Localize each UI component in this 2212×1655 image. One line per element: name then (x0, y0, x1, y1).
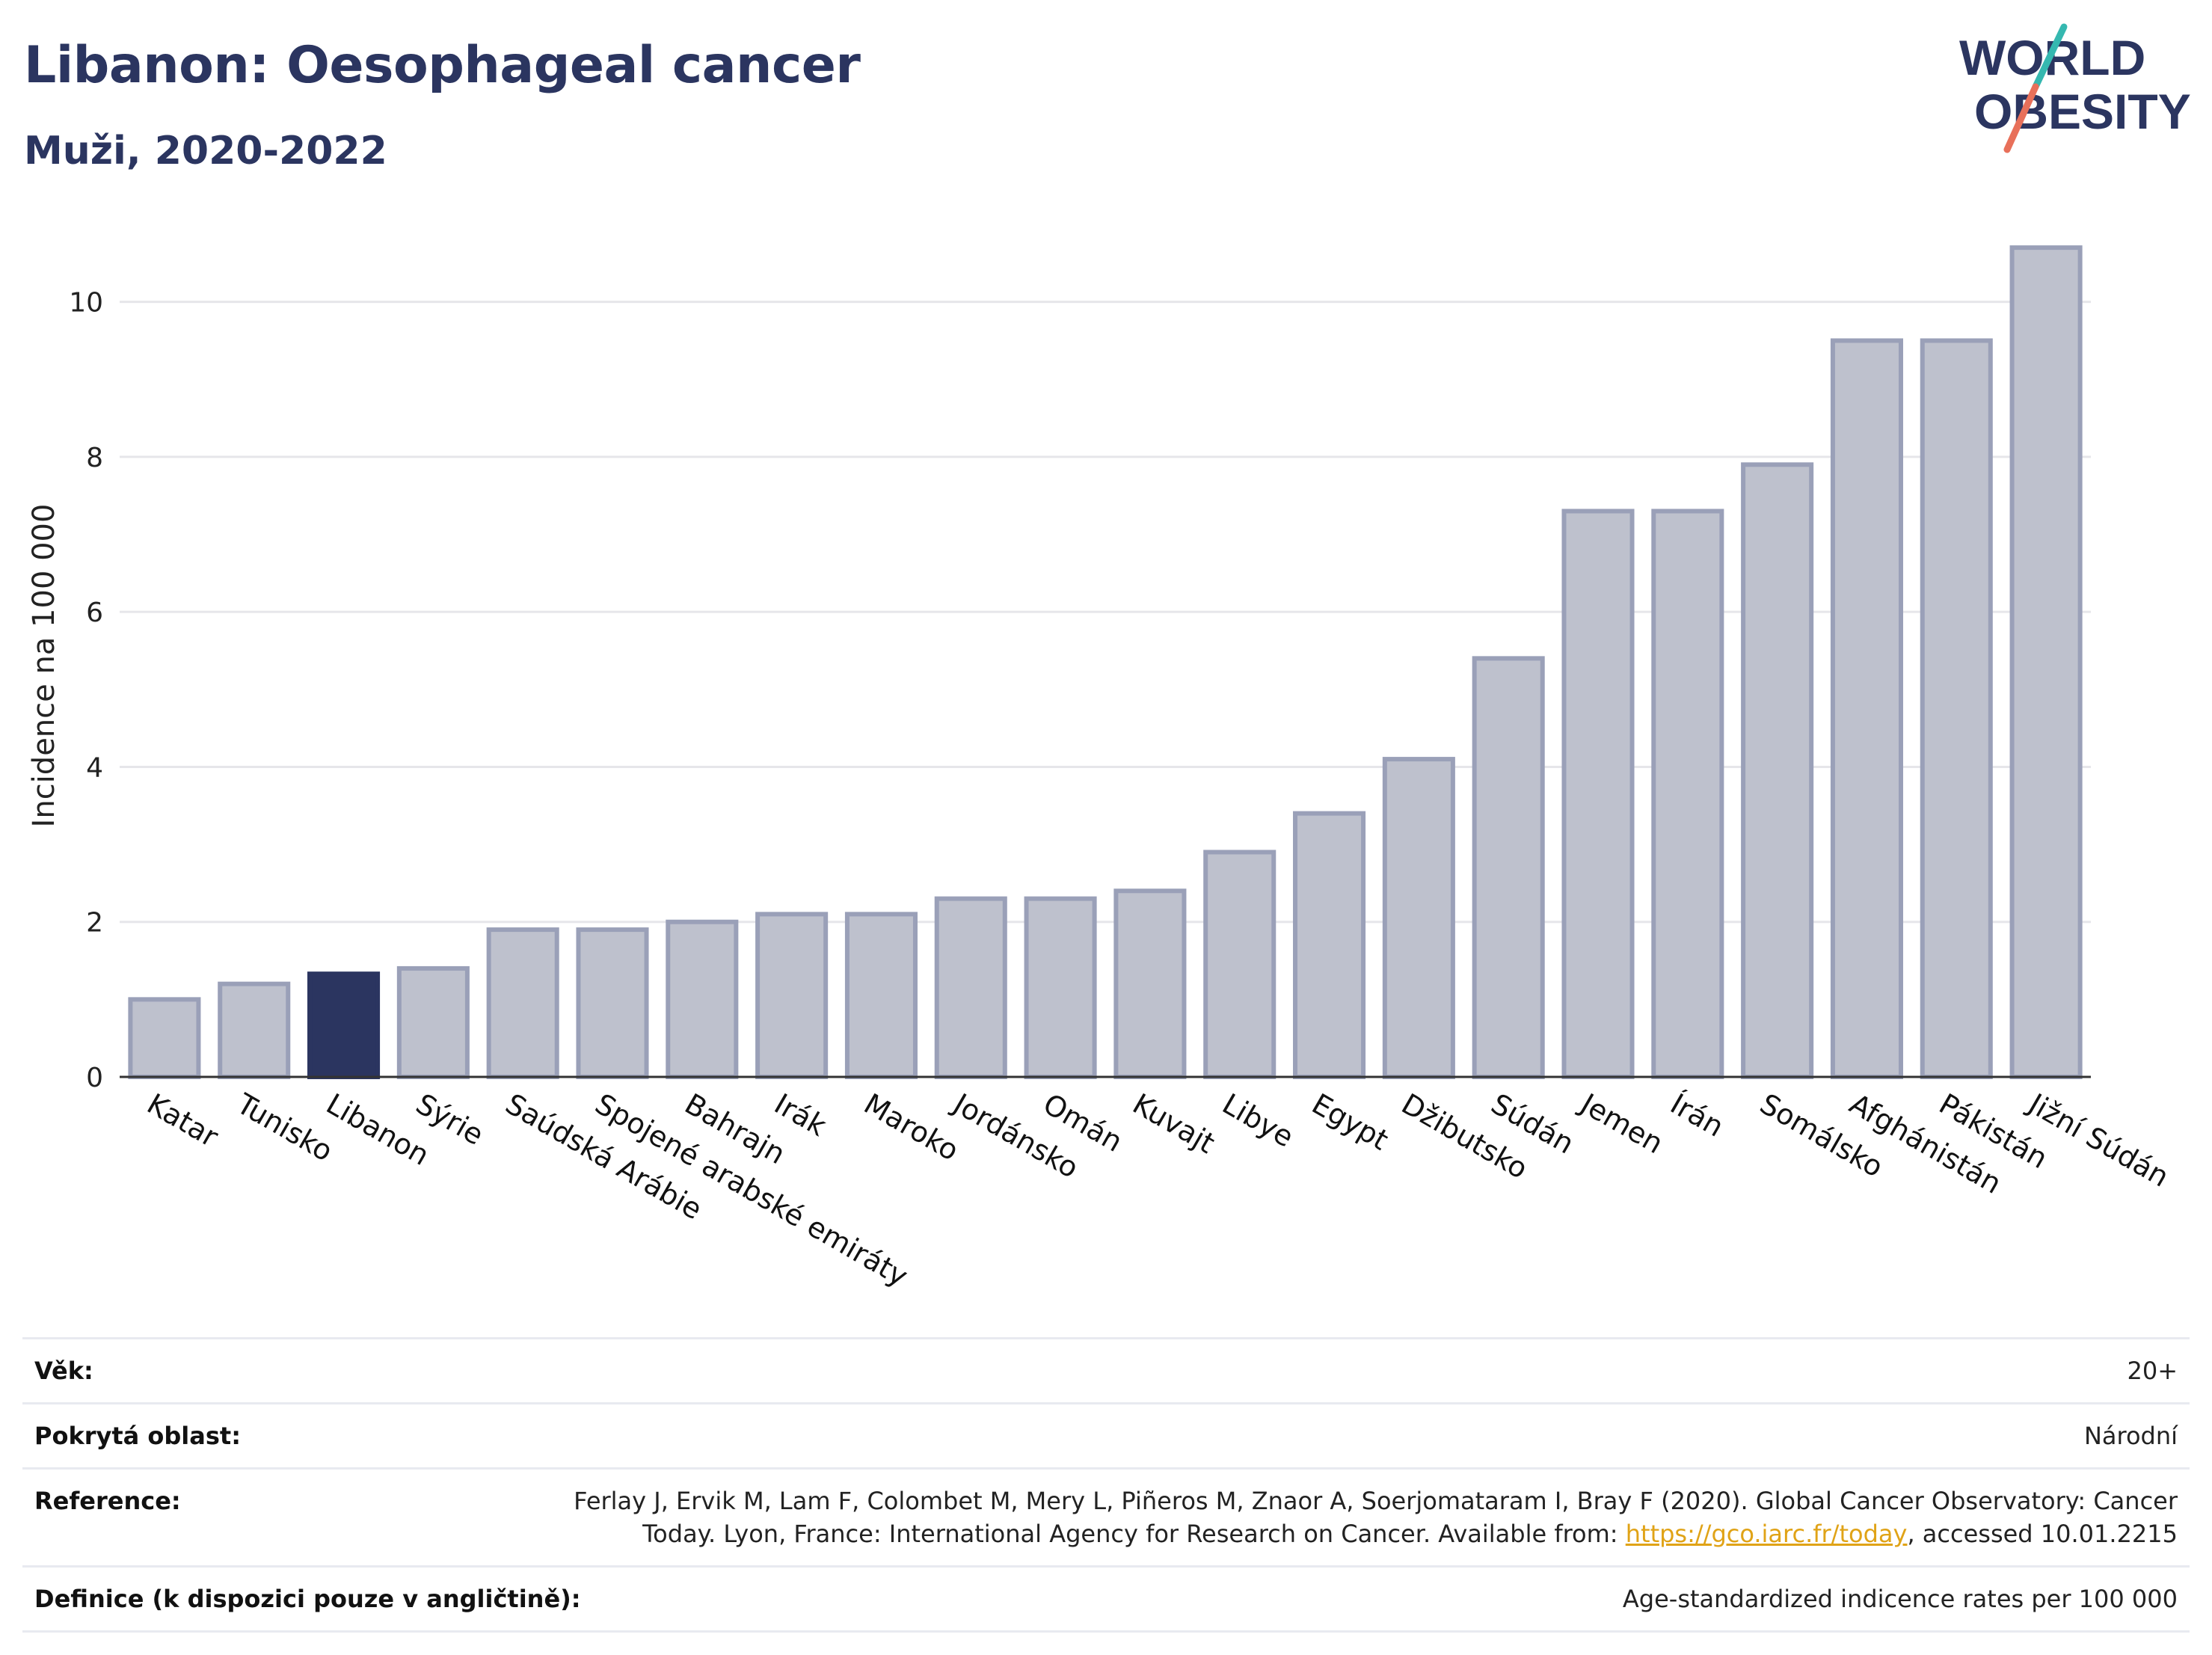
y-tick-label: 2 (86, 908, 103, 939)
bar (1651, 509, 1724, 1079)
definition-value: Age-standardized indicence rates per 100… (1622, 1585, 2178, 1613)
bar (2009, 245, 2083, 1079)
y-tick-label: 8 (86, 443, 103, 473)
bar (486, 927, 559, 1080)
info-table: Věk: 20+ Pokrytá oblast: Národní Referen… (22, 1337, 2190, 1633)
reference-text-2: Today. Lyon, France: International Agenc… (642, 1520, 1618, 1548)
bar (1830, 338, 1903, 1080)
x-tick-label: Írán (1665, 1087, 1729, 1143)
bar (1472, 656, 1545, 1079)
chart-title: Libanon: Oesophageal cancer (24, 36, 861, 95)
age-label: Věk: (34, 1357, 93, 1385)
x-tick-label: Katar (141, 1087, 224, 1154)
bar (934, 896, 1007, 1079)
age-value: 20+ (2127, 1357, 2178, 1385)
x-tick-label: Jemen (1574, 1087, 1669, 1161)
chart-subtitle: Muži, 2020-2022 (24, 129, 387, 174)
definition-label: Definice (k dispozici pouze v angličtině… (34, 1585, 581, 1613)
x-tick-label: Libanon (321, 1087, 434, 1172)
y-tick-label: 0 (86, 1063, 103, 1093)
bar (844, 912, 918, 1080)
x-tick-label: Jižní Súdán (2022, 1087, 2175, 1194)
area-label: Pokrytá oblast: (34, 1422, 241, 1450)
bar (1382, 757, 1455, 1079)
info-row-reference: Reference: Ferlay J, Ervik M, Lam F, Col… (22, 1467, 2190, 1565)
y-axis-label: Incidence na 100 000 (27, 504, 61, 828)
bar (666, 919, 739, 1080)
reference-link[interactable]: https://gco.iarc.fr/today (1625, 1520, 1908, 1548)
bar (755, 912, 829, 1080)
bar (576, 927, 649, 1080)
bar (307, 971, 381, 1080)
logo-slash-teal (2032, 23, 2068, 90)
x-tick-label: Egypt (1306, 1087, 1394, 1157)
logo-line-2: OBESITY (1974, 84, 2191, 139)
reference-value: Ferlay J, Ervik M, Lam F, Colombet M, Me… (574, 1484, 2178, 1550)
reference-label: Reference: (34, 1487, 181, 1515)
bar (128, 997, 201, 1080)
info-row-definition: Definice (k dispozici pouze v angličtině… (22, 1565, 2190, 1633)
reference-text-1: Ferlay J, Ervik M, Lam F, Colombet M, Me… (574, 1487, 2178, 1515)
reference-text-3: , accessed 10.01.2215 (1907, 1520, 2178, 1548)
x-tick-label: Maroko (858, 1087, 965, 1167)
bar (1113, 888, 1187, 1079)
bar (1203, 850, 1276, 1080)
info-row-area: Pokrytá oblast: Národní (22, 1402, 2190, 1467)
bar (1561, 509, 1635, 1079)
bar (1741, 462, 1814, 1079)
world-obesity-logo: WORLD OBESITY (1959, 23, 2191, 153)
x-tick-label: Kuvajt (1127, 1087, 1220, 1160)
x-tick-label: Libye (1217, 1087, 1299, 1154)
bar (218, 981, 291, 1079)
area-value: Národní (2083, 1422, 2178, 1450)
info-row-age: Věk: 20+ (22, 1337, 2190, 1402)
logo-slash-coral (2003, 83, 2039, 153)
x-tick-label: Tunisko (230, 1087, 338, 1168)
bar (1920, 338, 1993, 1080)
y-tick-label: 6 (86, 598, 103, 628)
y-tick-label: 4 (86, 752, 103, 783)
bar (396, 965, 470, 1079)
y-tick-label: 10 (69, 288, 103, 319)
bar (1024, 896, 1097, 1079)
bar (1293, 811, 1366, 1079)
